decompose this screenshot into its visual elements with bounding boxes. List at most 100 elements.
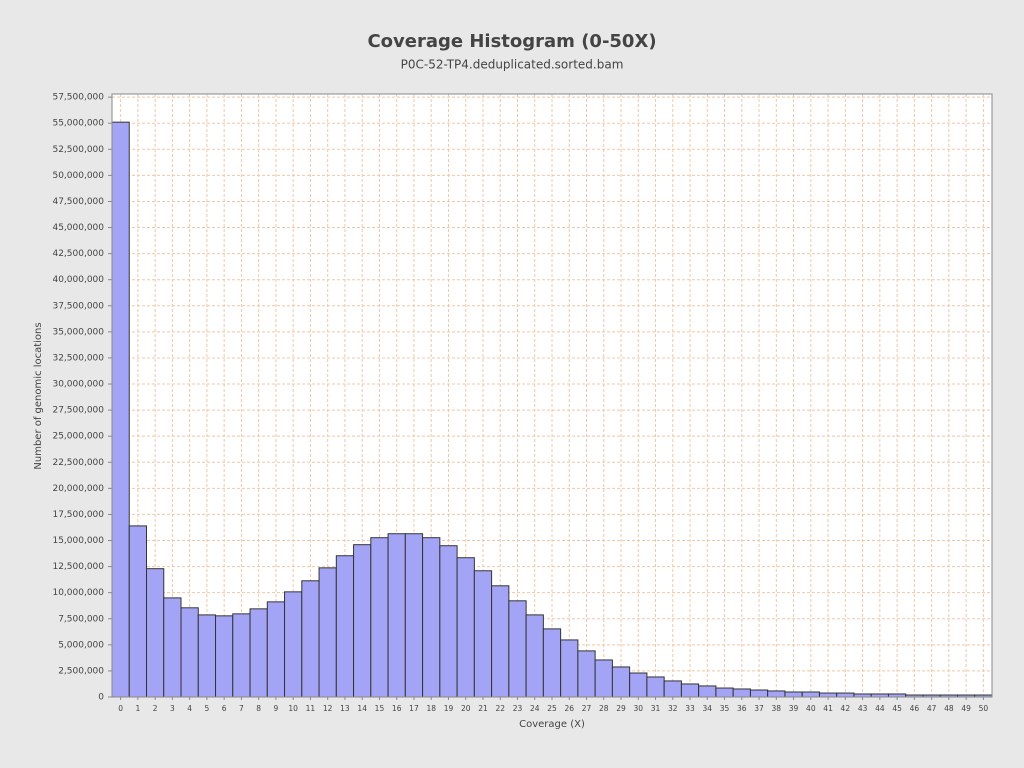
- x-tick-label: 45: [892, 704, 902, 713]
- bar: [266, 601, 286, 698]
- y-tick-label: 40,000,000: [52, 275, 104, 285]
- chart-subtitle: P0C-52-TP4.deduplicated.sorted.bam: [401, 58, 624, 72]
- x-tick-label: 2: [153, 704, 158, 713]
- bar: [784, 691, 803, 698]
- bar: [577, 650, 596, 698]
- bar: [801, 691, 820, 698]
- y-tick-label: 42,500,000: [52, 249, 104, 259]
- x-tick-label: 25: [547, 704, 557, 713]
- bar: [732, 688, 751, 698]
- y-tick-label: 10,000,000: [52, 588, 104, 598]
- y-tick-label: 12,500,000: [52, 562, 104, 572]
- bar: [404, 533, 424, 698]
- x-tick-label: 36: [737, 704, 747, 713]
- y-tick-label: 52,500,000: [52, 145, 104, 155]
- x-tick-label: 22: [495, 704, 505, 713]
- y-tick-label: 37,500,000: [52, 301, 104, 311]
- y-tick-label: 20,000,000: [52, 484, 104, 494]
- bar: [318, 567, 337, 698]
- y-tick-label: 35,000,000: [52, 327, 104, 337]
- x-tick-label: 1: [135, 704, 140, 713]
- x-tick-label: 13: [340, 704, 350, 713]
- bar: [232, 613, 251, 698]
- x-tick-label: 33: [685, 704, 695, 713]
- x-tick-label: 40: [806, 704, 816, 713]
- x-tick-label: 12: [323, 704, 333, 713]
- x-tick-label: 9: [274, 704, 279, 713]
- y-tick-label: 7,500,000: [58, 614, 104, 624]
- x-tick-label: 28: [599, 704, 609, 713]
- x-tick-label: 18: [426, 704, 436, 713]
- x-tick-label: 48: [944, 704, 954, 713]
- x-tick-label: 41: [823, 704, 833, 713]
- bar: [163, 597, 182, 698]
- bar: [680, 683, 700, 698]
- x-tick-label: 6: [222, 704, 227, 713]
- x-axis-label: Coverage (X): [519, 719, 585, 730]
- y-tick-label: 32,500,000: [52, 353, 104, 363]
- y-tick-label: 45,000,000: [52, 223, 104, 233]
- x-tick-label: 47: [927, 704, 937, 713]
- bar: [663, 680, 682, 698]
- chart-title: Coverage Histogram (0-50X): [367, 31, 656, 52]
- bar: [353, 544, 372, 698]
- y-axis-label: Number of genomic locations: [33, 322, 44, 469]
- bar: [715, 687, 734, 698]
- bar: [508, 600, 527, 698]
- x-tick-label: 27: [582, 704, 592, 713]
- y-tick-label: 27,500,000: [52, 406, 104, 416]
- bar: [146, 568, 165, 698]
- bar: [439, 545, 458, 698]
- x-tick-label: 35: [720, 704, 730, 713]
- y-tick-label: 15,000,000: [52, 536, 104, 546]
- x-tick-label: 39: [789, 704, 799, 713]
- bar: [611, 666, 631, 698]
- y-tick-label: 22,500,000: [52, 458, 104, 468]
- x-tick-label: 26: [564, 704, 574, 713]
- x-tick-label: 34: [703, 704, 713, 713]
- y-tick-label: 57,500,000: [52, 93, 104, 103]
- bar: [128, 525, 148, 698]
- x-tick-label: 20: [461, 704, 471, 713]
- y-tick-label: 17,500,000: [52, 510, 104, 520]
- x-tick-label: 49: [961, 704, 971, 713]
- y-tick-label: 5,000,000: [58, 640, 104, 650]
- x-tick-label: 46: [910, 704, 920, 713]
- x-tick-label: 14: [357, 704, 367, 713]
- plot-border: [111, 93, 993, 698]
- x-tick-label: 43: [858, 704, 868, 713]
- bar: [197, 614, 217, 698]
- bar: [646, 676, 665, 698]
- x-tick-label: 30: [634, 704, 644, 713]
- y-tick-label: 50,000,000: [52, 171, 104, 181]
- bar: [180, 607, 199, 698]
- x-tick-label: 5: [205, 704, 210, 713]
- bar: [284, 591, 303, 698]
- x-tick-label: 21: [478, 704, 488, 713]
- bar: [335, 555, 355, 698]
- bar: [215, 615, 234, 698]
- bar: [473, 570, 493, 698]
- bar: [542, 628, 562, 698]
- bar: [491, 585, 510, 698]
- y-tick-label: 55,000,000: [52, 119, 104, 129]
- bar: [301, 580, 320, 698]
- x-tick-label: 7: [239, 704, 244, 713]
- x-tick-label: 10: [288, 704, 298, 713]
- x-tick-label: 3: [170, 704, 175, 713]
- x-tick-label: 0: [118, 704, 123, 713]
- bar: [594, 659, 613, 698]
- x-tick-label: 24: [530, 704, 540, 713]
- x-tick-label: 50: [979, 704, 989, 713]
- x-tick-label: 37: [754, 704, 764, 713]
- y-tick-label: 47,500,000: [52, 197, 104, 207]
- x-tick-label: 16: [392, 704, 402, 713]
- x-tick-label: 23: [513, 704, 523, 713]
- bar: [818, 692, 838, 698]
- x-tick-label: 19: [444, 704, 454, 713]
- bar: [836, 692, 855, 698]
- bar: [767, 690, 786, 698]
- bar: [698, 685, 717, 698]
- bar: [111, 121, 130, 698]
